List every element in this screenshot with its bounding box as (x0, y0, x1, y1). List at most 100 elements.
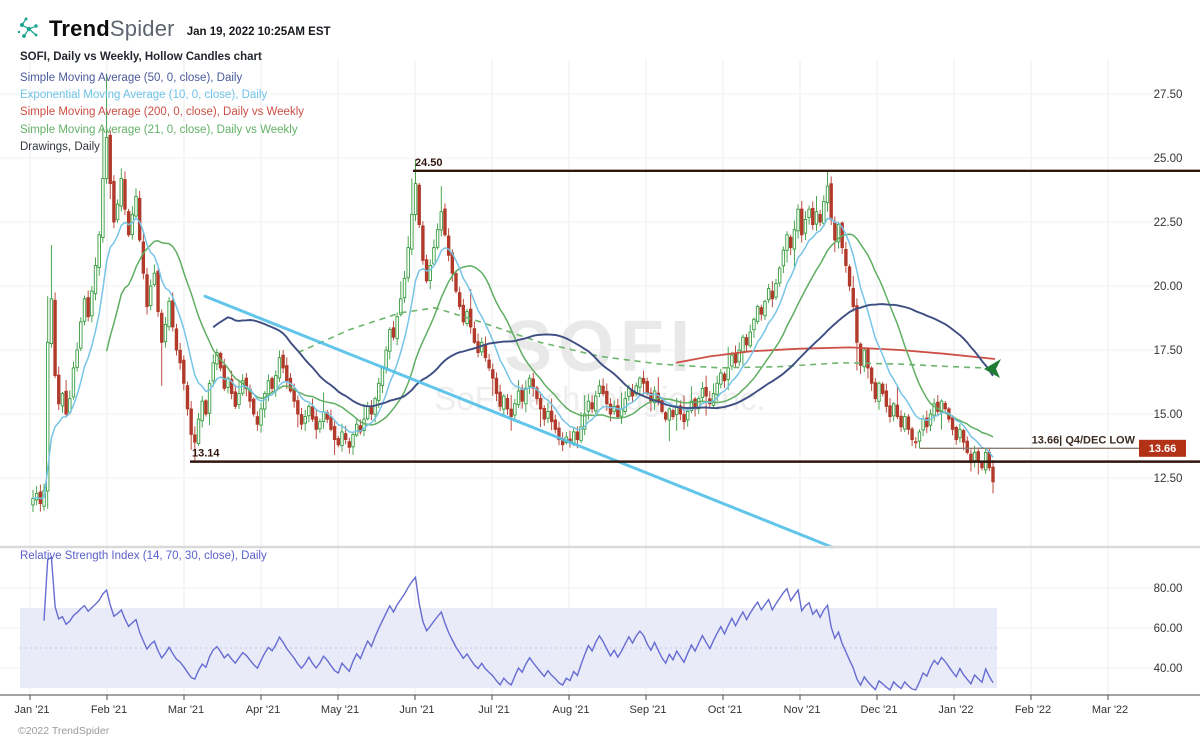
candle[interactable] (167, 297, 171, 331)
candle[interactable] (737, 342, 741, 367)
candle[interactable] (969, 449, 973, 472)
candle[interactable] (932, 398, 936, 422)
candle[interactable] (428, 259, 432, 290)
candle[interactable] (796, 204, 800, 239)
candle[interactable] (862, 348, 866, 372)
candle[interactable] (895, 386, 900, 420)
candle[interactable] (502, 394, 506, 417)
candle[interactable] (277, 350, 282, 382)
candle[interactable] (93, 257, 98, 301)
drawings[interactable]: 24.50 13.14 13.66| Q4/DEC LOW 13.66 (190, 157, 1200, 549)
candle[interactable] (965, 436, 969, 455)
candle[interactable] (818, 209, 822, 227)
candle[interactable] (487, 353, 491, 372)
candle[interactable] (660, 397, 664, 414)
candle[interactable] (943, 401, 947, 412)
candle[interactable] (741, 334, 745, 367)
candle[interactable] (498, 384, 502, 412)
candle[interactable] (560, 432, 565, 452)
candle[interactable] (424, 254, 429, 284)
candle[interactable] (542, 405, 546, 426)
candle[interactable] (244, 372, 249, 397)
candle[interactable] (366, 401, 370, 421)
candle[interactable] (402, 270, 407, 303)
candle[interactable] (594, 390, 598, 417)
candle[interactable] (641, 370, 646, 395)
candle[interactable] (347, 437, 352, 454)
candle[interactable] (516, 380, 521, 408)
candle[interactable] (961, 428, 966, 451)
candle[interactable] (263, 391, 267, 418)
candle[interactable] (377, 377, 381, 408)
candle[interactable] (134, 188, 138, 219)
candle[interactable] (362, 404, 366, 437)
candle[interactable] (196, 412, 201, 446)
candle[interactable] (509, 394, 513, 431)
candle[interactable] (925, 410, 929, 434)
candle[interactable] (137, 190, 142, 243)
candle[interactable] (119, 168, 123, 212)
candle[interactable] (491, 363, 495, 396)
candle[interactable] (97, 230, 101, 276)
candle[interactable] (954, 425, 958, 445)
candle[interactable] (395, 312, 399, 346)
candle[interactable] (321, 392, 326, 429)
candle[interactable] (958, 423, 962, 443)
candle[interactable] (233, 384, 238, 410)
candle[interactable] (903, 412, 907, 433)
candle[interactable] (285, 357, 289, 390)
candle[interactable] (149, 279, 153, 311)
candle[interactable] (730, 351, 734, 371)
candle[interactable] (766, 283, 771, 304)
candle[interactable] (185, 381, 190, 416)
candle[interactable] (108, 130, 112, 200)
candle[interactable] (79, 317, 83, 352)
candle[interactable] (906, 414, 911, 435)
candle[interactable] (49, 245, 54, 348)
downtrend-line[interactable] (203, 294, 834, 549)
candle[interactable] (682, 395, 686, 430)
candle[interactable] (399, 281, 403, 317)
candle[interactable] (476, 333, 480, 358)
candle[interactable] (678, 400, 683, 421)
candle[interactable] (86, 290, 90, 322)
legend-item-sma200[interactable]: Simple Moving Average (200, 0, close), D… (20, 106, 305, 119)
candle[interactable] (590, 395, 594, 414)
candle[interactable] (454, 270, 458, 294)
candle[interactable] (671, 408, 675, 420)
candle[interactable] (914, 436, 918, 449)
candle[interactable] (704, 375, 708, 416)
candle[interactable] (259, 402, 263, 433)
candle[interactable] (160, 309, 164, 386)
candle[interactable] (822, 195, 826, 227)
candle[interactable] (597, 379, 602, 398)
candle[interactable] (406, 236, 410, 283)
candle[interactable] (538, 392, 543, 428)
candle[interactable] (917, 429, 922, 449)
candle[interactable] (417, 182, 421, 228)
candle[interactable] (163, 317, 168, 348)
candle[interactable] (141, 233, 146, 280)
candle[interactable] (825, 170, 830, 212)
candle[interactable] (807, 205, 811, 225)
candle[interactable] (774, 278, 778, 300)
candle[interactable] (877, 381, 881, 410)
candle[interactable] (207, 380, 212, 426)
candle[interactable] (82, 295, 87, 326)
candle[interactable] (410, 178, 414, 255)
candle[interactable] (71, 361, 76, 400)
candle[interactable] (803, 211, 808, 241)
candle[interactable] (847, 264, 852, 292)
candle[interactable] (557, 421, 561, 446)
candle[interactable] (340, 423, 344, 452)
candle[interactable] (663, 410, 668, 422)
candle[interactable] (781, 246, 786, 274)
candle[interactable] (770, 281, 775, 308)
candle[interactable] (936, 395, 940, 416)
candle[interactable] (891, 402, 896, 422)
candle[interactable] (270, 376, 274, 393)
candle[interactable] (193, 426, 197, 462)
candle[interactable] (483, 336, 488, 362)
candle[interactable] (126, 208, 131, 237)
candle[interactable] (115, 199, 120, 223)
